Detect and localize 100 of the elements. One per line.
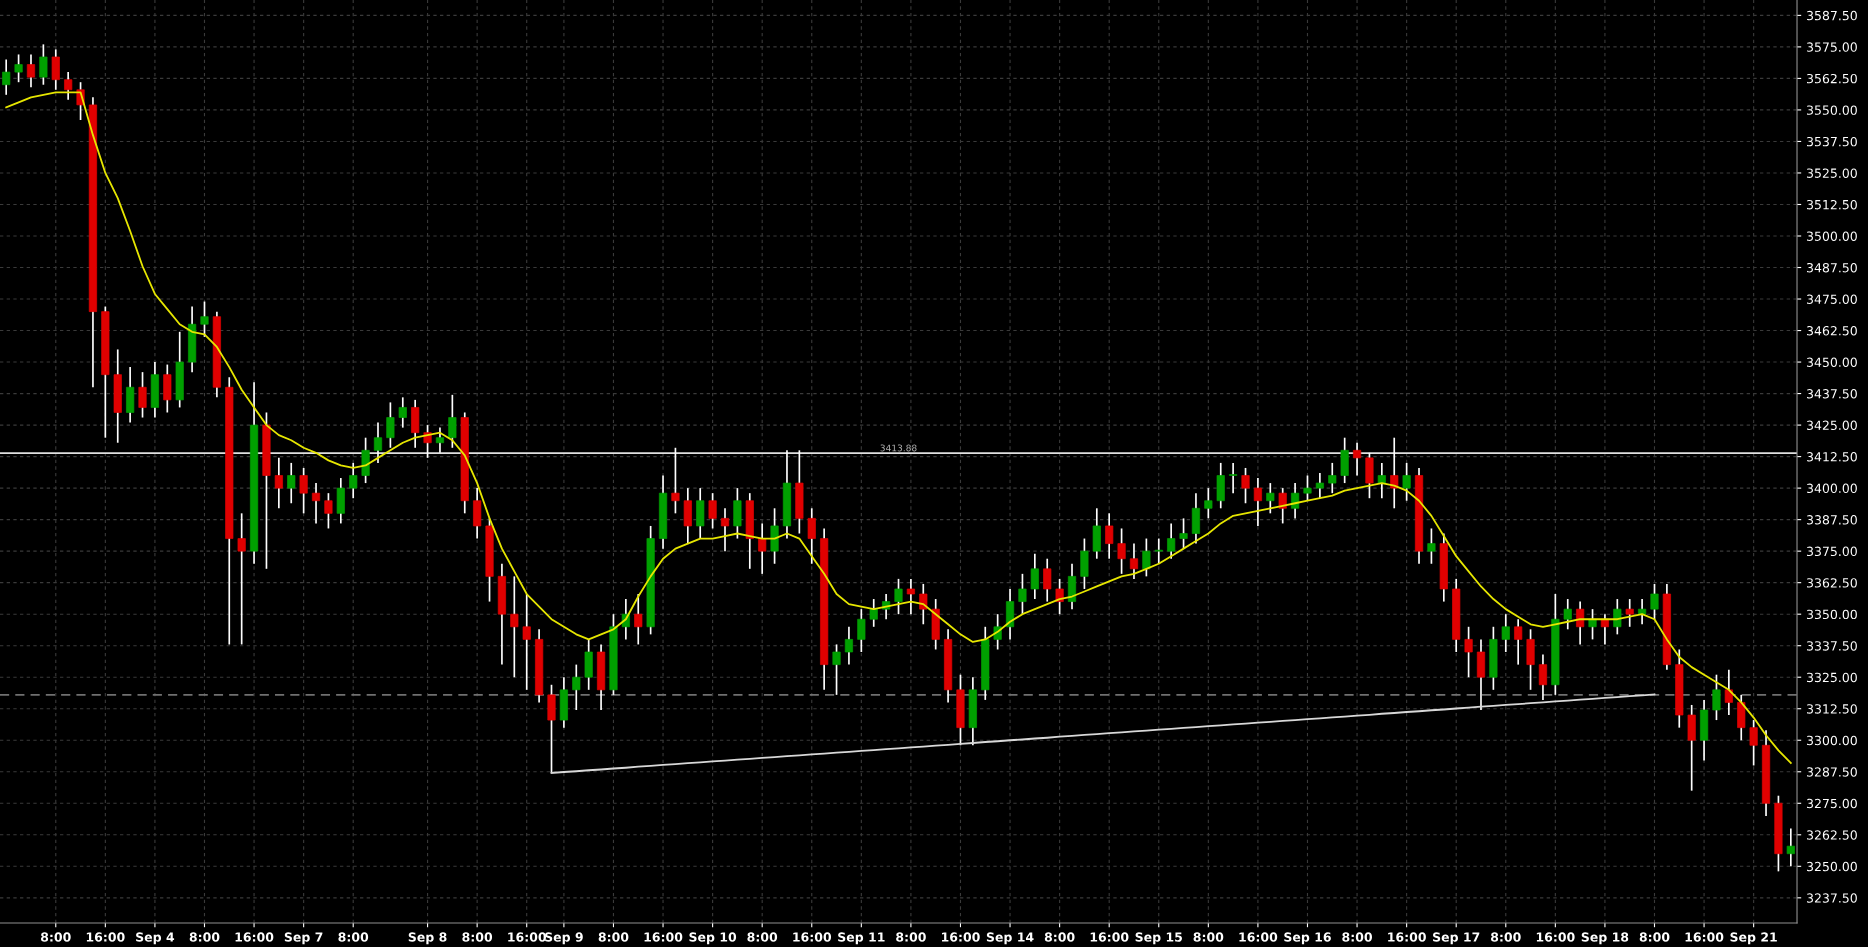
x-tick-label: 16:00 [1388,932,1426,942]
y-tick-label: 3587.50 [1807,10,1857,21]
candlestick [1576,600,1585,646]
candlestick [1377,462,1386,500]
candlestick [869,598,878,628]
x-tick-label: Sep 15 [1135,932,1182,945]
candlestick [572,663,581,711]
candlestick [1749,719,1758,767]
y-tick-label: 3575.00 [1807,42,1857,52]
candlestick [1303,474,1312,502]
candlestick [373,421,383,464]
candlestick [1030,552,1039,600]
x-tick-label: Sep 16 [1284,932,1331,945]
candlestick [1390,436,1399,510]
candlestick [1638,598,1647,626]
candlestick [708,492,717,530]
candlestick [1563,598,1572,631]
x-tick-label: 16:00 [86,932,125,942]
y-tick-label: 3337.50 [1807,641,1857,651]
candlestick [287,462,296,505]
candlestick [14,53,23,84]
line-series [550,693,1656,774]
x-tick-label: 16:00 [508,932,547,942]
candlestick [1427,527,1436,565]
candlestick [1464,625,1473,679]
x-tick-label: 16:00 [1536,932,1575,942]
x-tick-label: 8:00 [1490,932,1521,942]
x-tick-label: 8:00 [40,932,71,942]
x-tick-label: 8:00 [338,932,369,942]
x-tick-label: 8:00 [896,932,926,942]
y-tick-label: 3300.00 [1807,735,1857,746]
candlestick [1266,482,1275,515]
candlestick [671,446,680,515]
x-tick-label: 8:00 [1044,932,1075,942]
candlestick [386,401,395,449]
y-tick-label: 3350.00 [1807,609,1857,620]
y-tick-label: 3287.50 [1807,767,1857,777]
candlestick [1328,462,1337,494]
candlestick [1588,608,1597,641]
x-tick-label: Sep 11 [838,932,885,945]
candlestick [1501,613,1510,653]
candlestick [448,393,457,449]
x-tick-label: Sep 17 [1433,932,1480,945]
x-tick-label: 16:00 [1239,932,1278,942]
y-tick-label: 3487.50 [1807,262,1857,273]
candlestick [1142,537,1151,578]
candlestick [1402,462,1411,502]
candlestick [832,643,841,696]
candlestick [522,593,531,691]
x-tick-label: Sep 8 [408,932,447,945]
candlestick [237,512,246,646]
x-tick-label: 16:00 [644,932,683,942]
y-tick-label: 3237.50 [1807,893,1857,903]
candlestick [1241,467,1250,505]
candlestick [311,482,321,525]
y-tick-label: 3475.00 [1807,294,1857,304]
candlestick [634,593,643,646]
candlestick [1105,512,1114,560]
x-tick-label: 16:00 [1685,932,1724,942]
x-tick-label: Sep 14 [986,932,1034,945]
candlestick [1315,472,1324,500]
x-tick-label: Sep 7 [284,932,323,945]
candlestick [1204,487,1213,520]
candlestick [1538,653,1548,701]
x-tick-label: Sep 18 [1581,932,1629,945]
candlestick [1253,477,1262,527]
candlestick [1043,557,1052,603]
candlestick [1117,527,1126,575]
x-tick-label: Sep 9 [545,932,583,945]
y-tick-label: 3412.50 [1807,452,1857,462]
y-tick-label: 3512.50 [1807,199,1857,210]
candlestick [51,48,60,91]
x-tick-label: Sep 10 [689,932,737,945]
candlestick [1712,673,1721,721]
candlestick [1179,517,1188,550]
x-tick-label: 8:00 [462,932,493,942]
y-tick-label: 3325.00 [1807,672,1857,683]
candlestick [720,507,730,552]
x-tick-label: 8:00 [747,932,778,942]
candlestick [1613,598,1622,636]
candlestick [138,371,147,419]
candlestick [349,462,358,500]
candlestick [2,58,11,96]
x-tick-label: 16:00 [235,932,274,942]
y-tick-label: 3362.50 [1807,578,1857,588]
y-tick-label: 3462.50 [1807,326,1857,336]
x-tick-label: 16:00 [941,932,980,942]
x-tick-label: Sep 21 [1730,932,1777,945]
x-tick-label: 8:00 [1193,932,1224,942]
candlestick [1352,441,1362,477]
y-tick-label: 3312.50 [1807,704,1857,714]
candlestick [39,43,48,86]
y-tick-label: 3262.50 [1807,830,1857,840]
candlestick [1650,583,1659,621]
ref-line-label: 3413.88 [880,444,917,452]
candlestick [906,578,915,616]
candlestick [274,457,283,510]
y-tick-label: 3437.50 [1807,389,1857,399]
y-tick-label: 3562.50 [1807,73,1857,84]
candlestick [1278,487,1287,525]
